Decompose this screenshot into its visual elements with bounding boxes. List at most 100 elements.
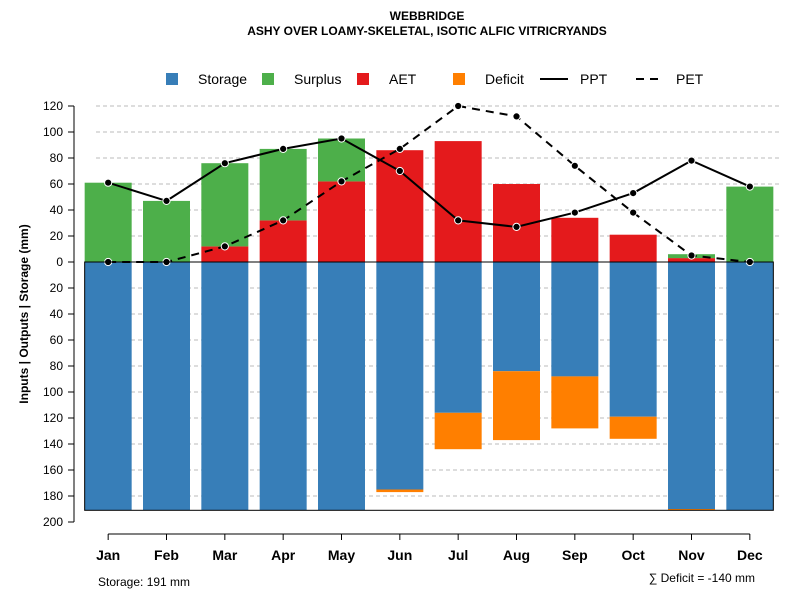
lines [104, 101, 754, 267]
axes: 1201008060402002040608010012014016018020… [43, 99, 774, 563]
ppt-line [107, 137, 751, 228]
x-tick-label-apr: Apr [271, 547, 296, 563]
legend-aet-swatch [357, 73, 369, 85]
x-tick-label-feb: Feb [154, 547, 179, 563]
x-tick-label-mar: Mar [212, 547, 237, 563]
x-tick-label-may: May [328, 547, 355, 563]
pet-point-jul [454, 101, 463, 111]
storage-bar-aug [493, 262, 540, 372]
legend-surplus-label: Surplus [294, 71, 341, 87]
legend-deficit-label: Deficit [485, 71, 524, 87]
y-tick-label: 40 [50, 307, 64, 321]
x-tick-label-aug: Aug [503, 547, 530, 563]
y-tick-label: 40 [50, 203, 64, 217]
surplus-bar-mar [201, 163, 249, 247]
legend-pet-label: PET [676, 71, 704, 87]
x-tick-label-nov: Nov [678, 547, 705, 563]
ppt-point-feb [162, 196, 171, 205]
storage-bar-dec [726, 262, 774, 511]
y-tick-label: 0 [56, 255, 63, 269]
storage-bar-may [318, 262, 365, 511]
pet-point-apr [279, 216, 288, 225]
aet-bar-jul [434, 141, 482, 262]
y-tick-label: 120 [43, 99, 63, 113]
x-tick-label-jan: Jan [96, 547, 120, 563]
pet-point-may [337, 177, 346, 186]
ppt-point-aug [512, 222, 521, 231]
y-tick-label: 60 [50, 177, 64, 191]
y-tick-label: 80 [50, 359, 64, 373]
legend-storage-label: Storage [198, 71, 247, 87]
legend-deficit-swatch [453, 73, 465, 85]
pet-point-sep [570, 161, 579, 170]
aet-bar-oct [609, 234, 657, 262]
deficit-bar-sep [551, 376, 599, 429]
legend: Storage Surplus AET Deficit PPT PET [166, 71, 704, 87]
surplus-bar-feb [143, 200, 190, 262]
y-tick-label: 140 [43, 437, 63, 451]
y-tick-label: 100 [43, 125, 63, 139]
y-tick-label: 180 [43, 489, 63, 503]
deficit-bar-jun [376, 489, 424, 493]
legend-storage-swatch [166, 73, 178, 85]
storage-bar-jul [434, 262, 482, 413]
storage-footer: Storage: 191 mm [98, 575, 190, 589]
ppt-point-mar [220, 159, 229, 168]
aet-bar-apr [259, 220, 307, 262]
pet-line [108, 104, 750, 263]
pet-point-oct [629, 208, 638, 217]
y-tick-label: 100 [43, 385, 63, 399]
deficit-bar-jul [434, 412, 482, 450]
legend-surplus-swatch [262, 73, 274, 85]
surplus-bar-apr [259, 148, 307, 221]
aet-bar-sep [551, 217, 599, 262]
chart-subtitle: ASHY OVER LOAMY-SKELETAL, ISOTIC ALFIC V… [247, 24, 607, 38]
chart-title: WEBBRIDGE [390, 9, 465, 23]
aet-bar-may [318, 181, 365, 262]
x-tick-label-oct: Oct [621, 547, 645, 563]
aet-bar-mar [201, 246, 249, 262]
x-tick-label-jun: Jun [387, 547, 412, 563]
surplus-bar-dec [726, 186, 774, 262]
ppt-point-jun [395, 166, 404, 176]
aet-bar-nov [668, 258, 715, 262]
pet-point-nov [687, 251, 696, 260]
ppt-point-may [337, 134, 346, 143]
x-tick-label-dec: Dec [737, 547, 763, 563]
y-tick-label: 160 [43, 463, 63, 477]
deficit-bar-oct [609, 416, 657, 439]
storage-bar-jan [84, 262, 132, 511]
pet-point-aug [512, 112, 521, 121]
pet-point-jun [395, 144, 404, 153]
ppt-point-dec [745, 182, 754, 191]
legend-ppt-label: PPT [580, 71, 608, 87]
pet-point-mar [220, 242, 229, 251]
ppt-point-jul [454, 216, 463, 225]
x-tick-label-sep: Sep [562, 547, 588, 563]
deficit-bar-aug [493, 371, 540, 441]
y-tick-label: 200 [43, 515, 63, 529]
ppt-point-apr [279, 144, 288, 153]
surplus-bar-jan [84, 182, 132, 262]
storage-bar-oct [609, 262, 657, 417]
y-tick-label: 80 [50, 151, 64, 165]
ppt-point-oct [629, 189, 638, 198]
ppt-point-nov [687, 156, 696, 165]
y-tick-label: 60 [50, 333, 64, 347]
storage-bar-mar [201, 262, 249, 511]
ppt-point-sep [570, 208, 579, 217]
y-axis-title: Inputs | Outputs | Storage (mm) [17, 224, 31, 403]
deficit-bar-nov [668, 509, 715, 511]
surplus-bar-may [318, 138, 365, 182]
storage-bar-apr [259, 262, 307, 511]
legend-aet-label: AET [389, 71, 417, 87]
y-tick-label: 20 [50, 229, 64, 243]
bars [84, 138, 774, 511]
storage-bar-jun [376, 262, 424, 490]
deficit-footer: ∑ Deficit = -140 mm [649, 571, 755, 585]
ppt-point-jan [104, 178, 113, 187]
storage-bar-sep [551, 262, 599, 377]
storage-bar-nov [668, 262, 715, 509]
storage-bar-feb [143, 262, 190, 511]
